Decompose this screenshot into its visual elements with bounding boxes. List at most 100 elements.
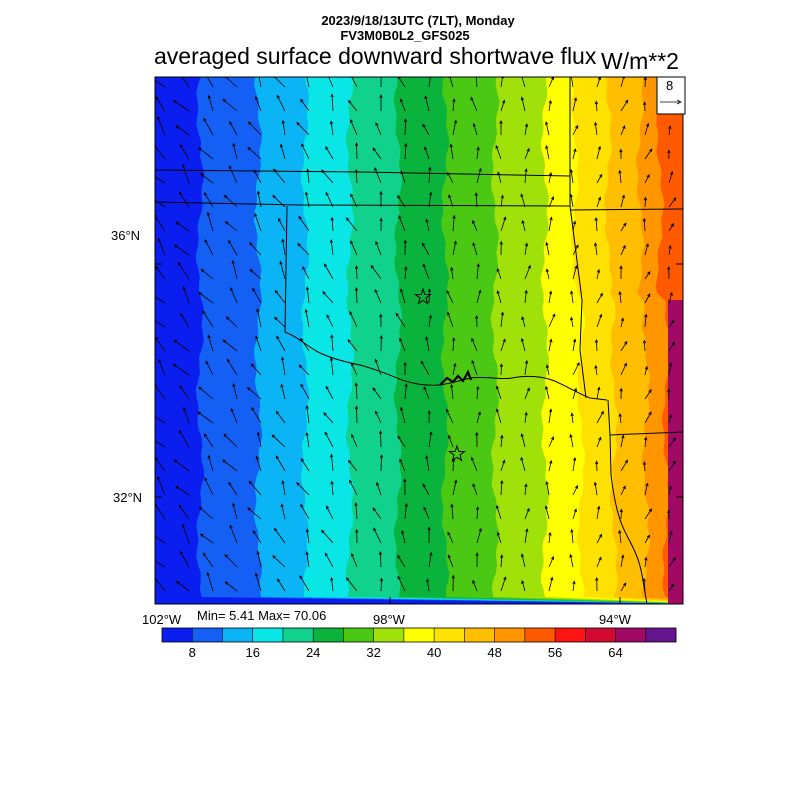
wind-arrow	[470, 96, 478, 112]
colorbar-swatch	[192, 628, 223, 642]
wind-arrow	[644, 313, 648, 328]
wind-arrow	[644, 482, 649, 496]
wind-arrow	[476, 411, 481, 424]
wind-arrow	[252, 287, 262, 304]
wind-arrow	[572, 508, 577, 520]
wind-arrow	[520, 456, 526, 472]
wind-arrow	[572, 485, 578, 496]
wind-arrow	[618, 290, 622, 304]
wind-arrow	[620, 362, 627, 376]
wind-arrow	[668, 530, 673, 544]
wind-arrow	[521, 219, 526, 232]
wind-arrow	[155, 383, 166, 400]
wind-arrow	[428, 431, 433, 448]
wind-arrow	[474, 192, 478, 208]
wind-arrow	[378, 550, 383, 568]
wind-arrow	[224, 221, 238, 232]
reference-vector-box	[656, 76, 686, 115]
wind-arrow	[593, 481, 598, 496]
wind-arrow	[618, 529, 622, 544]
wind-arrow	[329, 239, 334, 256]
wind-arrow	[472, 219, 478, 232]
wind-arrow	[499, 363, 504, 376]
wind-arrow	[179, 550, 190, 568]
wind-arrow	[178, 504, 190, 520]
wind-arrow	[620, 222, 627, 232]
colorbar-tick-label: 48	[487, 645, 502, 660]
wind-arrow	[273, 527, 286, 544]
wind-arrow	[403, 118, 408, 136]
wind-arrow	[325, 505, 334, 520]
wind-arrow	[276, 335, 286, 352]
wind-arrow	[423, 506, 430, 520]
wind-arrow	[595, 460, 599, 472]
wind-arrow	[596, 410, 604, 424]
wind-arrow	[157, 237, 166, 256]
wind-arrow	[206, 77, 214, 88]
colorbar-outline	[161, 627, 677, 643]
wind-arrow	[451, 574, 455, 592]
wind-arrow	[524, 387, 530, 400]
wind-arrow	[379, 334, 383, 352]
station-star-icon	[447, 444, 467, 462]
wind-arrow	[644, 365, 648, 376]
wind-arrow	[428, 166, 432, 184]
wind-arrow	[596, 436, 602, 448]
wind-arrow	[644, 293, 651, 304]
wind-arrow	[644, 508, 652, 520]
wind-arrow	[619, 508, 623, 520]
wind-arrow	[226, 358, 238, 376]
wind-arrow	[470, 456, 478, 472]
wind-arrow	[247, 146, 262, 160]
wind-arrow	[330, 480, 334, 496]
wind-arrow	[403, 239, 407, 256]
wind-arrow	[644, 534, 650, 544]
wind-arrow	[281, 479, 286, 496]
wind-arrow	[668, 485, 672, 496]
wind-arrow	[247, 121, 262, 136]
wind-arrow	[397, 575, 406, 592]
wind-arrow	[667, 509, 671, 520]
wind-arrow	[321, 169, 334, 184]
wind-arrow	[281, 238, 286, 256]
wind-arrow	[449, 143, 454, 160]
wind-arrow	[225, 316, 238, 328]
wind-arrow	[198, 386, 214, 400]
wind-arrow	[350, 240, 358, 256]
wind-arrow	[446, 408, 454, 424]
wind-arrow	[594, 338, 599, 352]
wind-arrow	[500, 554, 504, 568]
wind-arrow	[254, 212, 262, 232]
colorbar-swatch	[524, 628, 556, 642]
wind-arrow	[620, 582, 627, 592]
wind-arrow	[404, 382, 408, 400]
wind-arrow	[521, 580, 526, 592]
oklahoma-arkansas-border	[569, 205, 587, 399]
wind-arrow	[374, 167, 382, 184]
wind-arrow	[206, 211, 214, 232]
wind-arrow	[375, 240, 382, 256]
wind-arrow	[475, 552, 479, 568]
wind-arrow	[354, 382, 358, 400]
wind-arrow	[450, 503, 454, 520]
wind-arrow	[255, 96, 262, 112]
wind-arrow	[524, 168, 528, 184]
wind-arrow	[594, 100, 599, 112]
colorbar-swatch	[555, 628, 586, 642]
wind-arrow	[296, 482, 310, 496]
wind-arrow	[644, 556, 648, 568]
wind-arrow	[545, 364, 550, 376]
wind-arrow	[668, 223, 674, 232]
wind-arrow	[428, 314, 432, 328]
wind-arrow	[596, 268, 601, 280]
wind-arrow	[255, 335, 262, 352]
wind-arrow	[620, 340, 628, 352]
wind-arrow	[572, 456, 577, 472]
texoma-lake	[439, 369, 473, 386]
wind-arrow	[300, 98, 310, 112]
wind-arrow	[325, 191, 334, 208]
colorbar-swatch	[162, 628, 193, 642]
wind-arrow	[472, 579, 478, 592]
wind-arrow	[155, 560, 166, 568]
wind-arrow	[280, 356, 286, 376]
